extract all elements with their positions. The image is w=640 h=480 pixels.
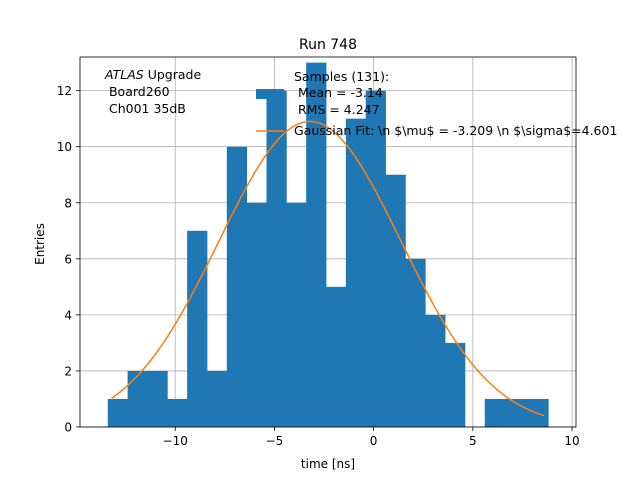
y-tick-label: 10 xyxy=(57,140,72,154)
axis-ticks: −10 −5 0 5 10 0 2 4 6 8 10 12 xyxy=(57,84,580,448)
histogram-bar xyxy=(345,118,367,428)
histogram-bar xyxy=(445,342,466,427)
histogram-bar xyxy=(405,258,426,427)
x-tick-label: 0 xyxy=(370,434,378,448)
legend-histogram-swatch xyxy=(256,89,284,99)
legend-mean-label: Mean = -3.14 xyxy=(294,85,383,100)
plot-frame xyxy=(79,56,577,428)
y-tick-label: 8 xyxy=(64,196,72,210)
histogram-bar xyxy=(167,398,188,427)
histogram-bar xyxy=(326,286,347,427)
atlas-annotation: ATLAS Upgrade Board260 Ch001 35dB xyxy=(104,67,201,116)
x-tick-label: 10 xyxy=(564,434,579,448)
y-axis-label: Entries xyxy=(33,223,47,265)
annotation-line-3: Ch001 35dB xyxy=(105,101,186,116)
histogram-bar xyxy=(385,174,406,427)
histogram-bar xyxy=(484,398,505,427)
histogram-bar xyxy=(226,146,248,428)
legend-rms-label: RMS = 4.247 xyxy=(294,102,380,117)
x-tick-label: −10 xyxy=(163,434,188,448)
y-tick-label: 12 xyxy=(57,84,72,98)
annotation-suffix: Upgrade xyxy=(144,67,202,82)
histogram-bar xyxy=(365,90,386,428)
histogram-bar xyxy=(206,370,228,427)
histogram-bars xyxy=(107,62,549,428)
annotation-line-1: ATLAS Upgrade xyxy=(104,67,201,82)
y-tick-label: 2 xyxy=(64,364,72,378)
x-tick-label: 5 xyxy=(469,434,477,448)
histogram-bar xyxy=(246,202,267,427)
histogram-bar xyxy=(286,202,307,427)
annotation-line-2: Board260 xyxy=(105,84,170,99)
histogram-bar xyxy=(147,370,168,427)
legend-samples-label: Samples (131): xyxy=(294,69,389,84)
gaussian-fit-curve xyxy=(111,120,545,417)
y-tick-label: 6 xyxy=(64,252,72,266)
histogram-bar xyxy=(425,314,446,427)
chart-title: Run 748 xyxy=(299,37,357,53)
legend: Samples (131): Mean = -3.14 RMS = 4.247 … xyxy=(256,69,617,138)
annotation-experiment: ATLAS xyxy=(104,67,144,82)
histogram-bar xyxy=(504,398,525,427)
legend-fit-label: Gaussian Fit: \n $\mu$ = -3.209 \n $\sig… xyxy=(294,123,617,138)
x-axis-label: time [ns] xyxy=(301,457,355,471)
y-tick-label: 4 xyxy=(64,308,72,322)
histogram-bar xyxy=(306,62,327,428)
y-tick-label: 0 xyxy=(64,421,72,435)
histogram-bar xyxy=(127,370,148,427)
x-tick-label: −5 xyxy=(266,434,284,448)
histogram-bar xyxy=(187,230,208,427)
histogram-bar xyxy=(266,90,287,428)
histogram-bar xyxy=(107,398,129,427)
